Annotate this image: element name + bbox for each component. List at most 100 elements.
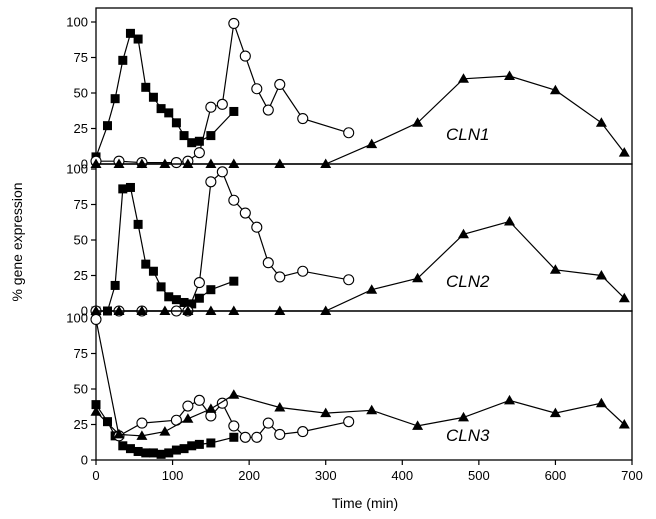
data-point-square	[133, 219, 143, 229]
data-point-circle	[262, 104, 274, 116]
data-point-circle	[343, 416, 355, 428]
series-triangle	[90, 389, 630, 440]
data-point-triangle	[504, 216, 515, 226]
x-axis: 0 100 200 300 400 500 600 700	[92, 460, 643, 483]
data-point-triangle	[549, 84, 561, 95]
y-tick-label: 0	[81, 453, 88, 468]
y-tick-label: 25	[74, 417, 88, 432]
data-point-triangle	[205, 305, 217, 315]
panel-cln1: 0 25 50 75 100 CLN1	[66, 7, 633, 172]
series-line	[96, 23, 349, 164]
data-point-circle	[274, 78, 286, 91]
data-point-triangle	[320, 158, 332, 168]
data-point-triangle	[205, 403, 217, 413]
y-tick-label: 25	[74, 121, 88, 136]
data-point-square	[110, 94, 120, 104]
y-tick-label: 25	[74, 268, 88, 283]
data-point-square	[141, 82, 151, 92]
series-line	[96, 170, 349, 312]
data-point-circle	[170, 157, 182, 169]
series-circle	[90, 313, 355, 443]
data-point-triangle	[504, 394, 515, 405]
data-point-triangle	[136, 430, 148, 440]
y-axis-title: % gene expression	[9, 182, 25, 301]
data-point-square	[171, 445, 181, 455]
data-point-square	[141, 448, 151, 458]
data-point-circle	[228, 420, 240, 432]
data-point-triangle	[412, 272, 424, 283]
data-point-square	[102, 121, 112, 131]
panel-label: CLN1	[446, 125, 489, 144]
panel-label: CLN3	[446, 426, 490, 445]
panel-frame	[95, 7, 633, 165]
data-point-circle	[216, 98, 228, 110]
data-point-triangle	[274, 402, 286, 412]
data-point-triangle	[182, 158, 194, 168]
data-point-triangle	[458, 228, 469, 239]
data-point-triangle	[320, 407, 332, 418]
data-point-square	[164, 448, 174, 458]
data-point-square	[118, 184, 128, 194]
data-point-square	[148, 266, 158, 276]
data-point-circle	[297, 426, 309, 438]
data-point-circle	[193, 277, 205, 289]
data-point-circle	[182, 400, 194, 412]
panel-cln2: 0 25 50 75 100 CLN2	[66, 162, 633, 319]
data-point-circle	[205, 101, 217, 113]
data-point-circle	[297, 265, 309, 277]
data-point-triangle	[159, 426, 171, 436]
data-point-square	[164, 108, 174, 118]
x-tick-label: 0	[92, 468, 99, 483]
data-point-circle	[251, 83, 263, 95]
data-point-triangle	[504, 70, 515, 80]
panel-frame	[95, 310, 633, 461]
series-square	[91, 182, 239, 316]
data-point-circle	[228, 194, 240, 206]
data-point-circle	[193, 147, 205, 159]
data-point-circle	[193, 394, 205, 406]
data-point-square	[179, 297, 189, 307]
data-point-circle	[343, 274, 355, 286]
y-tick-label: 75	[74, 50, 88, 65]
data-point-triangle	[159, 305, 171, 315]
data-point-triangle	[205, 158, 217, 168]
data-point-square	[171, 118, 181, 128]
data-point-triangle	[412, 117, 424, 127]
y-tick-label: 75	[74, 197, 88, 212]
data-point-square	[133, 34, 143, 44]
data-point-triangle	[366, 284, 378, 294]
data-point-square	[194, 439, 204, 449]
x-tick-label: 700	[621, 468, 643, 483]
data-point-circle	[136, 417, 148, 429]
data-point-square	[187, 441, 197, 451]
series-circle	[90, 17, 355, 169]
data-point-triangle	[458, 411, 469, 422]
data-point-triangle	[159, 158, 171, 168]
data-point-triangle	[595, 117, 607, 127]
data-point-triangle	[228, 158, 240, 168]
data-point-square	[156, 449, 166, 459]
data-point-triangle	[113, 158, 125, 168]
data-point-circle	[274, 428, 286, 440]
panel-label: CLN2	[446, 272, 490, 291]
x-tick-label: 200	[238, 468, 260, 483]
data-point-triangle	[274, 158, 286, 168]
data-point-square	[229, 432, 239, 442]
y-tick-label: 75	[74, 346, 88, 361]
panel-frame	[95, 163, 633, 312]
x-tick-label: 400	[391, 468, 413, 483]
y-tick-label: 0	[81, 304, 88, 319]
data-point-square	[156, 282, 166, 292]
x-axis-title: Time (min)	[332, 495, 398, 511]
data-point-triangle	[136, 158, 148, 168]
data-point-square	[187, 299, 197, 309]
data-point-triangle	[228, 389, 240, 399]
data-point-square	[206, 285, 216, 295]
data-point-triangle	[618, 292, 630, 303]
data-point-circle	[239, 50, 251, 62]
data-point-square	[133, 446, 143, 456]
series-line	[95, 319, 349, 438]
x-tick-label: 600	[545, 468, 567, 483]
data-point-circle	[262, 417, 274, 429]
